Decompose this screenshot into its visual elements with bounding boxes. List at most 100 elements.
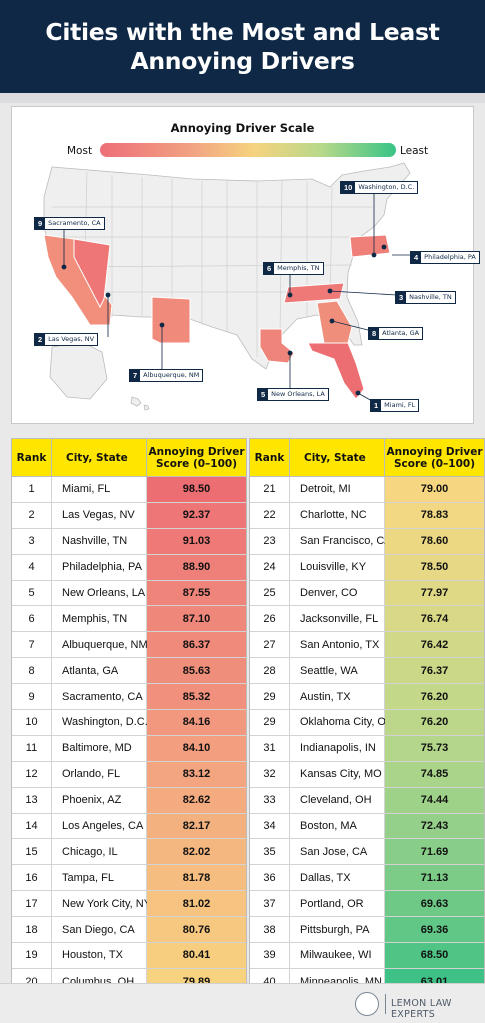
rank-cell: 31 [250, 735, 290, 761]
divider-strip [0, 93, 485, 103]
header-city: City, State [290, 439, 385, 476]
city-cell: Memphis, TN [52, 606, 147, 632]
rank-cell: 22 [250, 502, 290, 528]
score-cell: 76.20 [385, 684, 484, 710]
table-row: 9 Sacramento, CA 85.32 [12, 684, 246, 711]
city-cell: Indianapolis, IN [290, 735, 385, 761]
rank-cell: 37 [250, 891, 290, 917]
score-cell: 91.03 [147, 528, 246, 554]
city-cell: Philadelphia, PA [52, 554, 147, 580]
city-cell: Seattle, WA [290, 658, 385, 684]
table-row: 13 Phoenix, AZ 82.62 [12, 787, 246, 814]
scale-title: Annoying Driver Scale [170, 121, 315, 135]
scale-least-label: Least [400, 145, 429, 157]
score-cell: 81.78 [147, 865, 246, 891]
city-cell: Detroit, MI [290, 477, 385, 502]
brand-seal-icon [355, 992, 379, 1016]
table-row: 35 San Jose, CA 71.69 [250, 839, 484, 866]
score-cell: 77.97 [385, 580, 484, 606]
map-label-albuquerque: 7 Albuquerque, NM [129, 369, 204, 382]
table-row: 32 Kansas City, MO 74.85 [250, 761, 484, 788]
rank-cell: 38 [250, 917, 290, 943]
table-row: 36 Dallas, TX 71.13 [250, 865, 484, 892]
table-row: 29 Oklahoma City, OK 76.20 [250, 710, 484, 736]
rank-cell: 11 [12, 735, 52, 761]
score-cell: 84.16 [147, 710, 246, 735]
rank-cell: 13 [12, 787, 52, 813]
table-row: 31 Indianapolis, IN 75.73 [250, 735, 484, 762]
rank-cell: 6 [12, 606, 52, 632]
score-cell: 87.55 [147, 580, 246, 606]
table-row: 38 Pittsburgh, PA 69.36 [250, 917, 484, 944]
table-row: 39 Milwaukee, WI 68.50 [250, 943, 484, 969]
city-cell: Orlando, FL [52, 761, 147, 787]
hawaii-shape [130, 396, 150, 411]
city-cell: Houston, TX [52, 943, 147, 968]
table-row: 1 Miami, FL 98.50 [12, 477, 246, 503]
table-row: 28 Seattle, WA 76.37 [250, 658, 484, 685]
map-label-las-vegas: 2 Las Vegas, NV [34, 333, 99, 346]
city-cell: Oklahoma City, OK [290, 710, 393, 735]
ranking-table-right: Rank City, State Annoying Driver Score (0… [249, 438, 485, 996]
score-cell: 85.63 [147, 658, 246, 684]
alaska-shape [49, 341, 108, 400]
table-row: 12 Orlando, FL 83.12 [12, 761, 246, 788]
rank-cell: 10 [12, 710, 52, 735]
rank-cell: 19 [12, 943, 52, 968]
map-label-philadelphia: 4 Philadelphia, PA [410, 251, 480, 264]
city-cell: Louisville, KY [290, 554, 385, 580]
table-row: 24 Louisville, KY 78.50 [250, 554, 484, 581]
rank-cell: 35 [250, 839, 290, 865]
table-row: 27 San Antonio, TX 76.42 [250, 632, 484, 659]
city-cell: San Jose, CA [290, 839, 385, 865]
map-label-nashville: 3 Nashville, TN [395, 291, 456, 304]
table-row: 17 New York City, NY 81.02 [12, 891, 246, 918]
header-score: Annoying Driver Score (0–100) [148, 445, 245, 470]
rank-cell: 24 [250, 554, 290, 580]
city-cell: New York City, NY [52, 891, 151, 917]
table-row: 29 Austin, TX 76.20 [250, 684, 484, 711]
city-cell: San Francisco, CA [290, 528, 392, 554]
title-line-2: Annoying Drivers [130, 46, 355, 75]
state-tennessee [283, 282, 345, 304]
city-cell: Los Angeles, CA [52, 813, 147, 839]
title-line-1: Cities with the Most and Least [45, 17, 440, 46]
map-label-miami: 1 Miami, FL [370, 399, 420, 412]
table-row: 26 Jacksonville, FL 76.74 [250, 606, 484, 633]
score-cell: 76.74 [385, 606, 484, 632]
state-nevada [73, 238, 111, 309]
ranking-table-left: Rank City, State Annoying Driver Score (0… [11, 438, 247, 996]
city-cell: Milwaukee, WI [290, 943, 385, 968]
table-row: 16 Tampa, FL 81.78 [12, 865, 246, 892]
header-rank: Rank [12, 439, 52, 476]
score-cell: 84.10 [147, 735, 246, 761]
map-label-memphis: 6 Memphis, TN [263, 262, 324, 275]
score-cell: 85.32 [147, 684, 246, 710]
score-cell: 87.10 [147, 606, 246, 632]
table-row: 21 Detroit, MI 79.00 [250, 477, 484, 503]
score-cell: 79.00 [385, 477, 484, 502]
table-row: 22 Charlotte, NC 78.83 [250, 502, 484, 529]
city-cell: Dallas, TX [290, 865, 385, 891]
city-cell: Miami, FL [52, 477, 147, 502]
table-row: 23 San Francisco, CA 78.60 [250, 528, 484, 555]
rank-cell: 21 [250, 477, 290, 502]
city-cell: Cleveland, OH [290, 787, 385, 813]
score-cell: 81.02 [147, 891, 246, 917]
table-row: 11 Baltimore, MD 84.10 [12, 735, 246, 762]
score-cell: 69.63 [385, 891, 484, 917]
map-label-new-orleans: 5 New Orleans, LA [257, 388, 329, 401]
city-cell: Jacksonville, FL [290, 606, 385, 632]
city-cell: Chicago, IL [52, 839, 147, 865]
city-cell: Washington, D.C. [52, 710, 148, 735]
rank-cell: 9 [12, 684, 52, 710]
rank-cell: 3 [12, 528, 52, 554]
rank-cell: 7 [12, 632, 52, 658]
rank-cell: 26 [250, 606, 290, 632]
rank-cell: 33 [250, 787, 290, 813]
map-label-washington-dc: 10 Washington, D.C. [340, 181, 419, 194]
score-cell: 68.50 [385, 943, 484, 968]
table-row: 4 Philadelphia, PA 88.90 [12, 554, 246, 581]
header-city: City, State [52, 439, 147, 476]
logo-divider [385, 994, 386, 1014]
